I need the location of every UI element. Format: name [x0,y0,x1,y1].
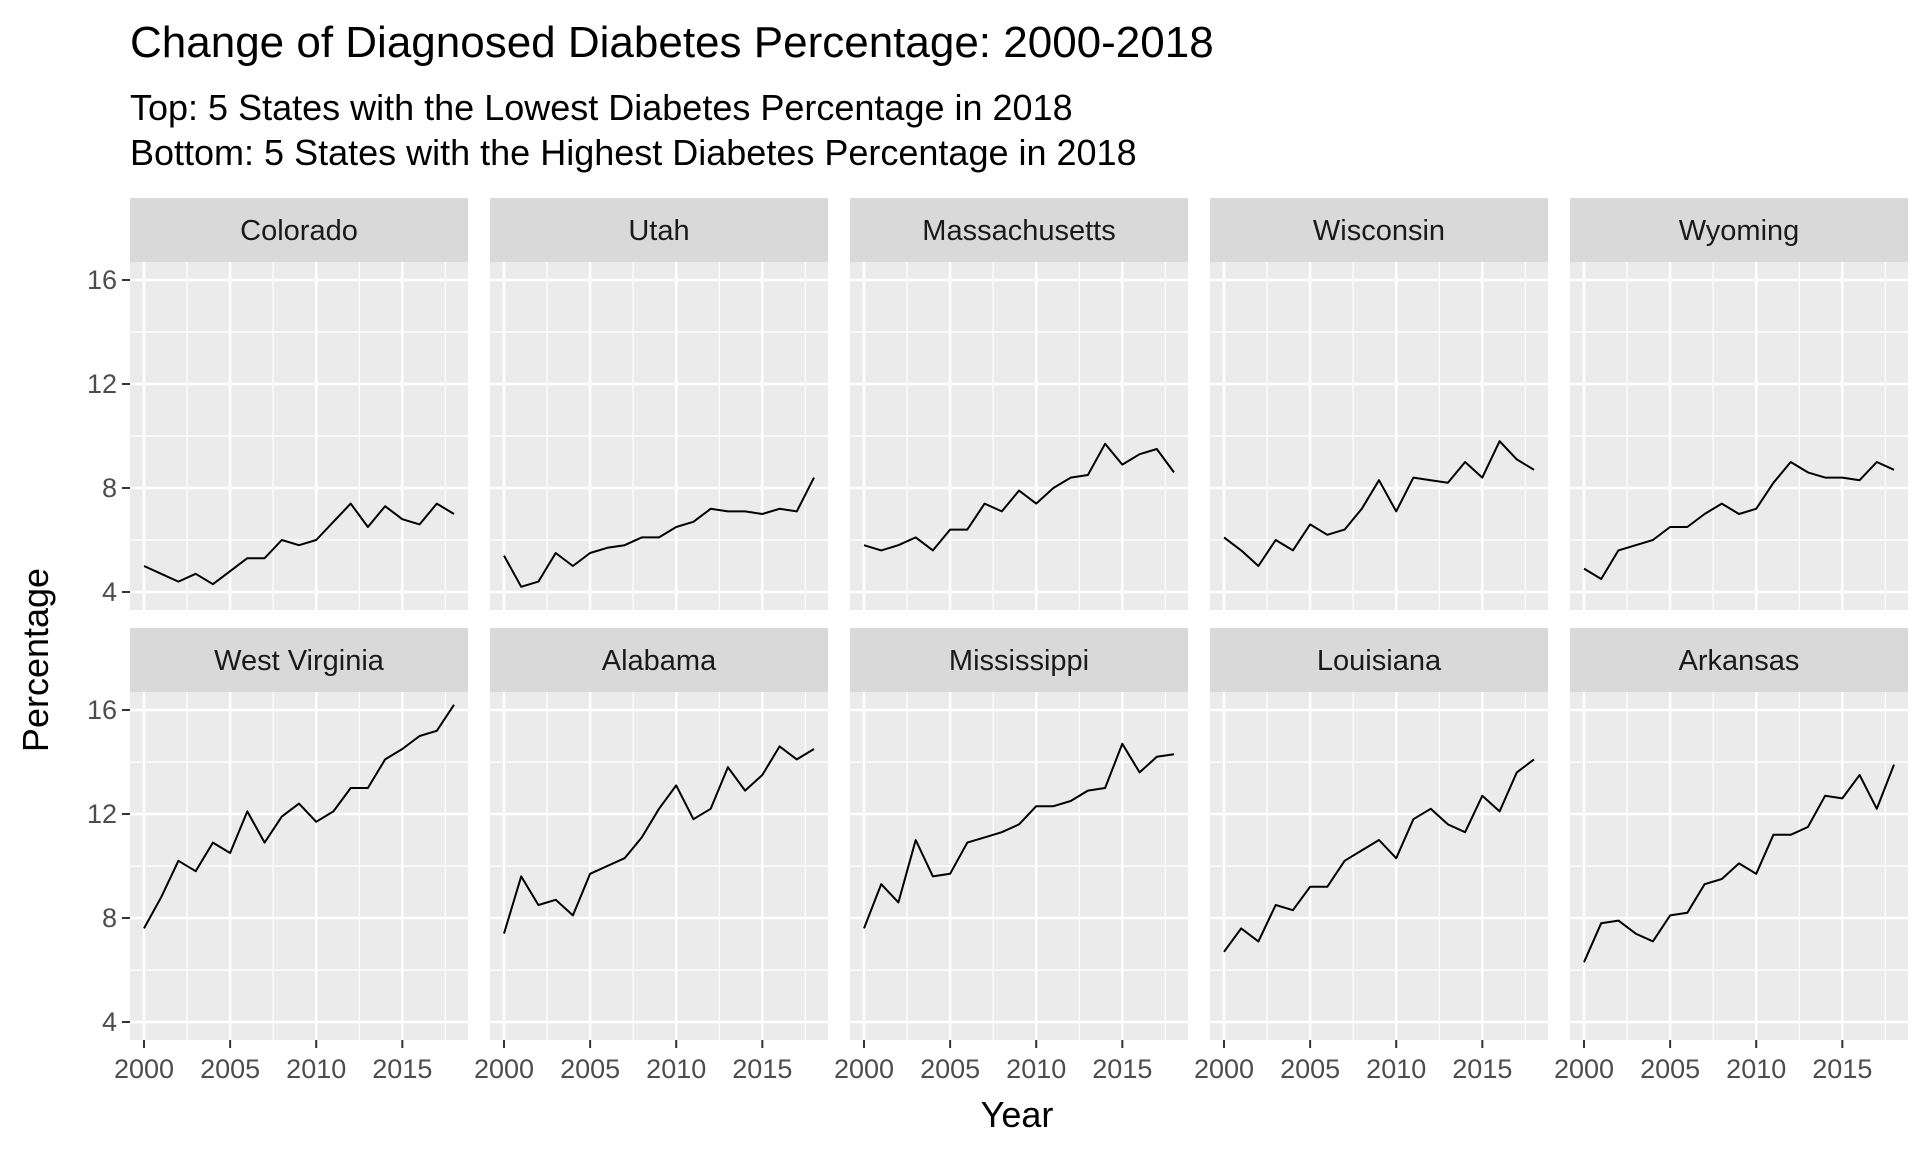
series-line [143,704,455,929]
y-tick-label: 8 [102,903,117,933]
x-tick-label: 2010 [286,1054,346,1084]
facet-panel: Colorado 4 8 12 16 [87,198,468,610]
x-tick-label: 2010 [1006,1054,1066,1084]
facet-strip-label: Massachusetts [922,215,1115,247]
facet-strip [130,198,468,262]
series-line [863,742,1175,929]
series-line [1583,461,1895,580]
series-line [143,502,455,586]
y-tick-label: 4 [102,1007,117,1037]
facet-strip-label: Mississippi [949,645,1089,677]
y-tick-label: 16 [87,695,117,725]
x-tick-label: 2000 [1554,1054,1614,1084]
facet-strip [130,628,468,692]
facet-panel: Utah [490,198,828,610]
x-tick-label: 2000 [1194,1054,1254,1084]
x-tick-label: 2005 [200,1054,260,1084]
facet-strip-label: Wisconsin [1313,215,1445,247]
chart-subtitle-line-2: Bottom: 5 States with the Highest Diabet… [130,132,1137,173]
facet-panel: Mississippi 2000 2005 2010 2015 [834,628,1188,1084]
facet-strip-label: Louisiana [1317,645,1442,677]
x-tick-label: 2000 [474,1054,534,1084]
facet-strip [1210,198,1548,262]
x-tick-label: 2005 [1280,1054,1340,1084]
facet-strip [1570,198,1908,262]
y-tick-label: 12 [87,799,117,829]
x-tick-label: 2010 [646,1054,706,1084]
y-axis-title: Percentage [15,568,56,752]
y-tick-label: 16 [87,265,117,295]
series-line [1583,764,1895,963]
facet-panel: Arkansas 2000 2005 2010 2015 [1554,628,1908,1084]
x-tick-label: 2010 [1726,1054,1786,1084]
series-line [1223,758,1535,953]
x-tick-label: 2005 [920,1054,980,1084]
y-tick-label: 12 [87,369,117,399]
series-line [1223,440,1535,567]
facet-strip-label: Utah [628,215,689,247]
series-line [503,477,815,588]
x-tick-label: 2015 [372,1054,432,1084]
facet-strip [1570,628,1908,692]
chart-title: Change of Diagnosed Diabetes Percentage:… [130,18,1214,67]
facet-strip-label: Colorado [240,215,358,247]
x-tick-label: 2000 [834,1054,894,1084]
facet-panel: Wisconsin [1210,198,1548,610]
facet-panel: Wyoming [1570,198,1908,610]
x-tick-label: 2010 [1366,1054,1426,1084]
facet-strip [490,198,828,262]
x-tick-label: 2005 [560,1054,620,1084]
facet-strip-label: Arkansas [1679,645,1800,677]
facet-panel: Alabama 2000 2005 2010 2015 [474,628,828,1084]
x-tick-label: 2015 [732,1054,792,1084]
facet-panel: West Virginia 4 8 12 16 2000 2005 2010 2015 [87,628,468,1084]
y-tick-label: 8 [102,473,117,503]
x-tick-label: 2000 [114,1054,174,1084]
facet-strip [850,628,1188,692]
x-tick-label: 2015 [1452,1054,1512,1084]
x-tick-label: 2015 [1812,1054,1872,1084]
y-tick-label: 4 [102,577,117,607]
series-line [863,442,1175,552]
facet-strip [850,198,1188,262]
facet-panel: Massachusetts [850,198,1188,610]
facet-strip [490,628,828,692]
x-tick-label: 2015 [1092,1054,1152,1084]
chart-subtitle-line-1: Top: 5 States with the Lowest Diabetes P… [130,87,1073,128]
x-axis-title: Year [981,1094,1054,1135]
x-tick-label: 2005 [1640,1054,1700,1084]
facet-strip-label: West Virginia [214,645,385,677]
series-line [503,745,815,934]
facet-strip-label: Wyoming [1679,215,1800,247]
facet-panels: Colorado 4 8 12 16 Utah Massachusetts Wisconsin… [87,198,1908,1084]
facet-strip-label: Alabama [602,645,717,677]
facet-panel: Louisiana 2000 2005 2010 2015 [1194,628,1548,1084]
facet-strip [1210,628,1548,692]
